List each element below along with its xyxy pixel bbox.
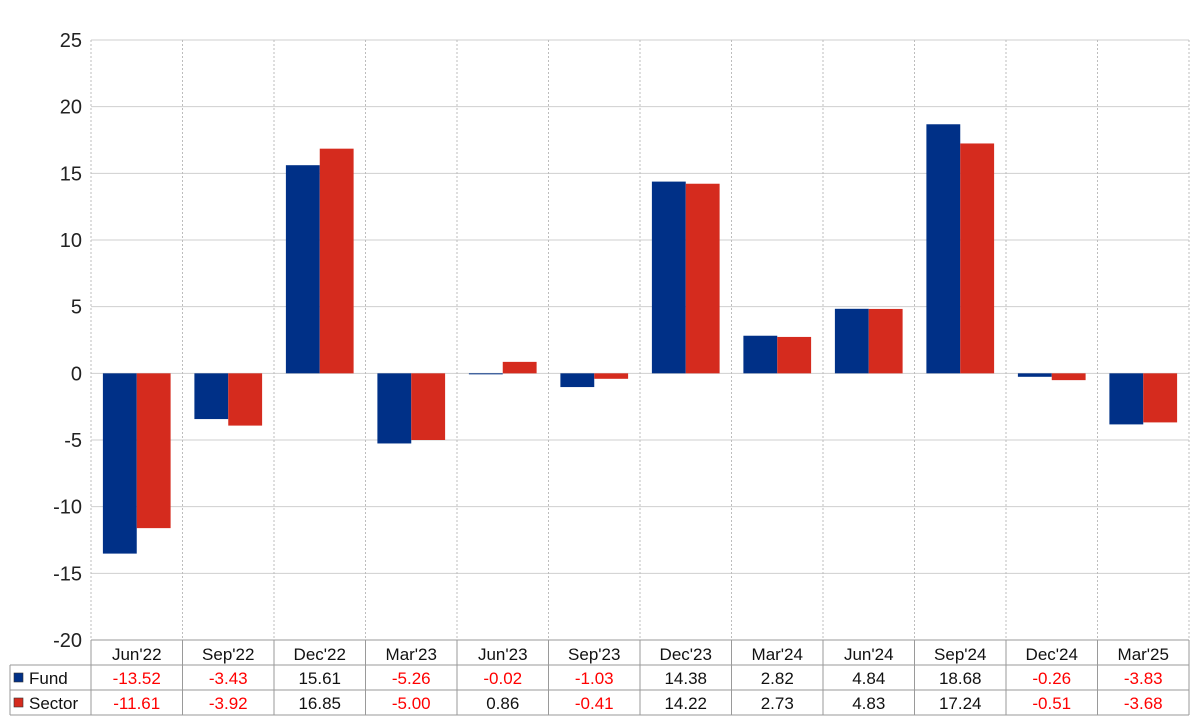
data-label-fund: -0.02 (483, 669, 522, 688)
y-tick-label: 10 (60, 230, 82, 252)
data-label-fund: -13.52 (113, 669, 161, 688)
bar-fund (377, 373, 412, 444)
bar-fund (651, 181, 686, 374)
x-category-label: Dec'23 (660, 645, 712, 664)
data-label-sector: 14.22 (664, 694, 707, 713)
x-category-label: Jun'22 (112, 645, 162, 664)
data-label-sector: -0.41 (575, 694, 614, 713)
bar-fund (926, 124, 961, 374)
bar-fund (834, 308, 869, 374)
x-category-label: Sep'23 (568, 645, 620, 664)
legend-label-fund: Fund (29, 669, 68, 688)
data-label-fund: -3.83 (1124, 669, 1163, 688)
y-tick-label: 5 (71, 297, 82, 319)
data-label-sector: -3.68 (1124, 694, 1163, 713)
legend-swatch-sector (13, 697, 24, 708)
bar-fund (1109, 373, 1144, 425)
bar-sector (685, 183, 720, 374)
data-label-fund: -5.26 (392, 669, 431, 688)
data-label-sector: 4.83 (852, 694, 885, 713)
data-label-fund: -1.03 (575, 669, 614, 688)
y-tick-label: 25 (60, 30, 82, 52)
data-label-fund: 4.84 (852, 669, 885, 688)
x-category-label: Dec'22 (294, 645, 346, 664)
bar-fund (285, 165, 320, 374)
bar-sector (1051, 373, 1086, 381)
bar-fund (1017, 373, 1052, 377)
data-label-sector: -5.00 (392, 694, 431, 713)
bar-fund (102, 373, 137, 554)
data-label-fund: 2.82 (761, 669, 794, 688)
x-category-label: Dec'24 (1026, 645, 1078, 664)
data-label-fund: -3.43 (209, 669, 248, 688)
x-category-label: Jun'24 (844, 645, 894, 664)
y-tick-label: -10 (53, 497, 82, 519)
data-label-sector: 0.86 (486, 694, 519, 713)
bar-fund (194, 373, 229, 420)
x-category-label: Mar'25 (1118, 645, 1169, 664)
bar-sector (777, 336, 812, 374)
bar-sector (136, 373, 171, 529)
bar-sector (411, 373, 446, 440)
x-category-label: Sep'24 (934, 645, 986, 664)
x-category-label: Mar'24 (752, 645, 803, 664)
y-tick-label: 20 (60, 97, 82, 119)
data-label-sector: -11.61 (113, 694, 160, 713)
y-tick-label: -5 (64, 430, 82, 452)
data-label-fund: 18.68 (939, 669, 982, 688)
data-label-sector: -3.92 (209, 694, 248, 713)
bar-sector (1143, 373, 1178, 423)
bar-sector (502, 361, 537, 374)
y-tick-label: 15 (60, 163, 82, 185)
data-label-fund: 15.61 (298, 669, 341, 688)
bar-sector (319, 148, 354, 374)
y-tick-label: 0 (71, 363, 82, 385)
bar-sector (960, 143, 995, 374)
x-category-label: Jun'23 (478, 645, 528, 664)
data-label-sector: 17.24 (939, 694, 982, 713)
y-tick-label: -20 (53, 630, 82, 652)
bar-sector (868, 308, 903, 374)
x-category-label: Mar'23 (386, 645, 437, 664)
legend-label-sector: Sector (29, 694, 78, 713)
y-tick-label: -15 (53, 563, 82, 585)
bar-fund (468, 373, 503, 375)
bar-sector (594, 373, 629, 379)
data-label-sector: 16.85 (298, 694, 341, 713)
x-category-label: Sep'22 (202, 645, 254, 664)
data-label-fund: 14.38 (664, 669, 707, 688)
bar-fund (743, 335, 778, 374)
data-label-fund: -0.26 (1032, 669, 1071, 688)
data-label-sector: -0.51 (1032, 694, 1071, 713)
legend-swatch-fund (13, 672, 24, 683)
bar-sector (228, 373, 263, 426)
data-label-sector: 2.73 (761, 694, 794, 713)
bar-fund (560, 373, 595, 388)
